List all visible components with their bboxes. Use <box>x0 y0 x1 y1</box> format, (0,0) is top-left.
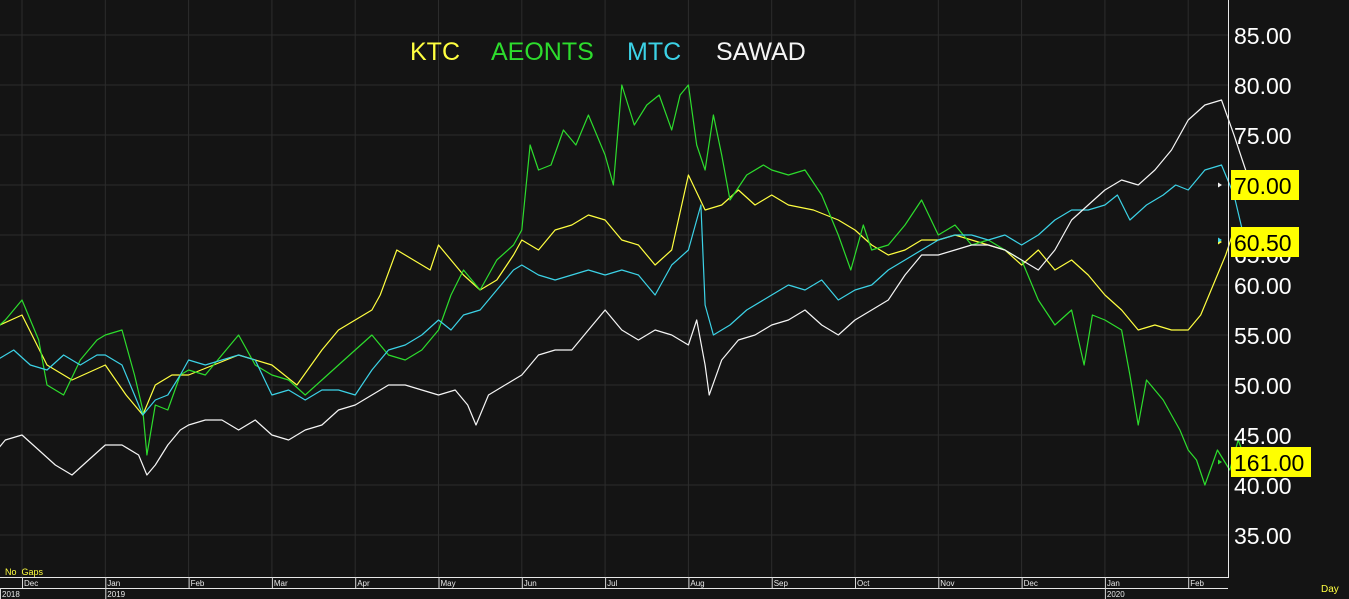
price-label-box <box>1231 447 1311 477</box>
series-line-aeonts[interactable] <box>0 84 1248 486</box>
year-tick-label: 2020 <box>1107 590 1125 599</box>
price-label-text: 60.50 <box>1234 230 1292 256</box>
price-tick-label: 35.00 <box>1234 523 1292 549</box>
month-tick-label: Dec <box>24 579 38 588</box>
price-label-box <box>1231 227 1299 257</box>
month-tick-label: Aug <box>690 579 704 588</box>
month-tick-label: Oct <box>857 579 870 588</box>
month-tick-label: Feb <box>1190 579 1204 588</box>
last-value-marker-aeonts <box>1218 459 1222 465</box>
price-label-text: 70.00 <box>1234 173 1292 199</box>
month-tick-label: Jan <box>1107 579 1120 588</box>
series-lines[interactable] <box>0 84 1252 486</box>
legend-item-aeonts[interactable]: AEONTS <box>491 38 594 66</box>
month-tick-label: Jan <box>107 579 120 588</box>
series-line-ktc[interactable] <box>0 174 1247 416</box>
price-tick-label: 85.00 <box>1234 23 1292 49</box>
price-tick-label: 80.00 <box>1234 73 1292 99</box>
price-tick-label: 50.00 <box>1234 373 1292 399</box>
time-axis[interactable]: Dec Jan Feb Mar Apr May Jun Jul Aug Sep Oct Nov Dec J… <box>0 577 1205 599</box>
last-value-markers <box>1218 182 1222 465</box>
month-tick-label: Jul <box>607 579 617 588</box>
last-value-marker-mtc <box>1218 237 1222 243</box>
month-tick-label: Sep <box>774 579 789 588</box>
grid <box>0 0 1228 577</box>
price-label-text: 161.00 <box>1234 450 1304 476</box>
legend-item-sawad[interactable]: SAWAD <box>716 38 806 66</box>
price-labels: 70.00 60.50 161.00 <box>1231 170 1311 477</box>
price-tick-label: 45.00 <box>1234 423 1292 449</box>
year-tick-label: 2018 <box>2 590 20 599</box>
legend-item-mtc[interactable]: MTC <box>627 38 681 66</box>
price-tick-label: 75.00 <box>1234 123 1292 149</box>
price-tick-label: 40.00 <box>1234 473 1292 499</box>
month-tick-label: Apr <box>357 579 370 588</box>
month-tick-label: Mar <box>274 579 288 588</box>
legend: KTC AEONTS MTC SAWAD <box>410 38 806 66</box>
price-label-box <box>1231 170 1299 200</box>
price-tick-label: 60.00 <box>1234 273 1292 299</box>
series-line-mtc[interactable] <box>0 164 1252 416</box>
legend-item-ktc[interactable]: KTC <box>410 38 460 66</box>
series-line-sawad[interactable] <box>0 99 1252 476</box>
last-value-marker-sawad <box>1218 182 1222 188</box>
price-tick-label: 55.00 <box>1234 323 1292 349</box>
month-tick-label: Nov <box>940 579 954 588</box>
year-tick-label: 2019 <box>107 590 125 599</box>
month-tick-label: Jun <box>524 579 537 588</box>
month-tick-label: Dec <box>1024 579 1038 588</box>
month-tick-label: Feb <box>191 579 205 588</box>
interval-label[interactable]: Day <box>1321 584 1339 595</box>
gap-mode-label[interactable]: No Gaps <box>5 567 44 577</box>
month-tick-label: May <box>441 579 456 588</box>
